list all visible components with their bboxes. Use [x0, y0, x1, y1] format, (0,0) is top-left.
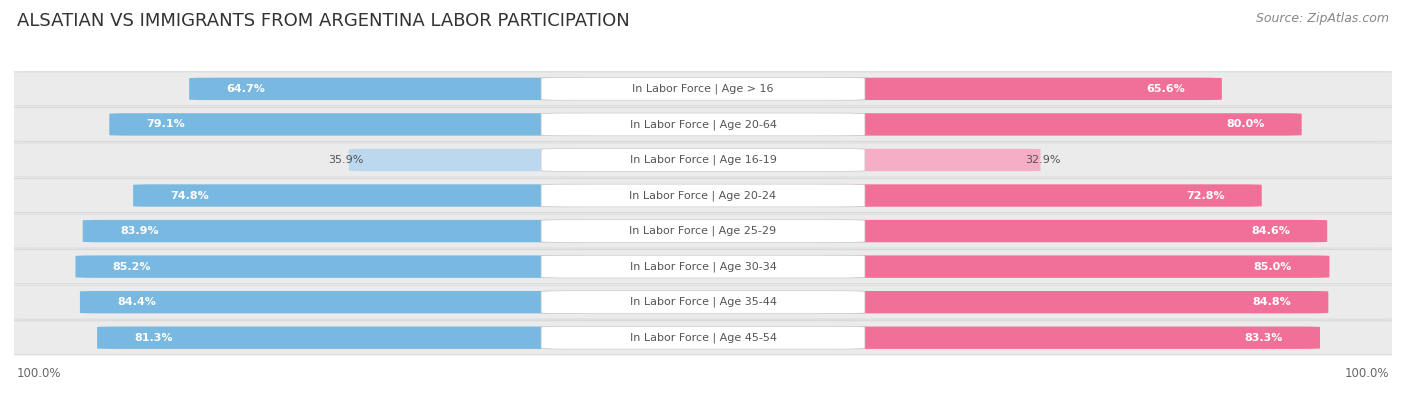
FancyBboxPatch shape: [817, 256, 1330, 278]
FancyBboxPatch shape: [541, 149, 865, 171]
FancyBboxPatch shape: [817, 113, 1302, 135]
FancyBboxPatch shape: [0, 250, 1406, 284]
Text: 79.1%: 79.1%: [146, 119, 186, 130]
Text: ALSATIAN VS IMMIGRANTS FROM ARGENTINA LABOR PARTICIPATION: ALSATIAN VS IMMIGRANTS FROM ARGENTINA LA…: [17, 12, 630, 30]
Text: 80.0%: 80.0%: [1226, 119, 1264, 130]
FancyBboxPatch shape: [541, 255, 865, 278]
Text: 64.7%: 64.7%: [226, 84, 266, 94]
FancyBboxPatch shape: [0, 72, 1406, 106]
FancyBboxPatch shape: [817, 184, 1261, 207]
Text: 65.6%: 65.6%: [1146, 84, 1185, 94]
FancyBboxPatch shape: [0, 107, 1406, 141]
Text: 72.8%: 72.8%: [1185, 190, 1225, 201]
Text: 81.3%: 81.3%: [135, 333, 173, 343]
FancyBboxPatch shape: [541, 326, 865, 349]
Text: In Labor Force | Age 20-64: In Labor Force | Age 20-64: [630, 119, 776, 130]
Text: 83.9%: 83.9%: [120, 226, 159, 236]
FancyBboxPatch shape: [83, 220, 589, 242]
FancyBboxPatch shape: [817, 78, 1222, 100]
FancyBboxPatch shape: [0, 285, 1406, 319]
FancyBboxPatch shape: [817, 220, 1327, 242]
Text: 100.0%: 100.0%: [17, 367, 62, 380]
FancyBboxPatch shape: [0, 143, 1406, 177]
Text: In Labor Force | Age 35-44: In Labor Force | Age 35-44: [630, 297, 776, 307]
Text: 84.6%: 84.6%: [1251, 226, 1289, 236]
FancyBboxPatch shape: [97, 327, 589, 349]
Text: 84.8%: 84.8%: [1253, 297, 1291, 307]
FancyBboxPatch shape: [190, 78, 589, 100]
Text: In Labor Force | Age 16-19: In Labor Force | Age 16-19: [630, 155, 776, 165]
FancyBboxPatch shape: [817, 291, 1329, 313]
Text: 35.9%: 35.9%: [329, 155, 364, 165]
Text: In Labor Force | Age > 16: In Labor Force | Age > 16: [633, 84, 773, 94]
Text: In Labor Force | Age 25-29: In Labor Force | Age 25-29: [630, 226, 776, 236]
FancyBboxPatch shape: [541, 77, 865, 100]
FancyBboxPatch shape: [541, 184, 865, 207]
Text: 84.4%: 84.4%: [117, 297, 156, 307]
FancyBboxPatch shape: [541, 291, 865, 314]
Text: In Labor Force | Age 45-54: In Labor Force | Age 45-54: [630, 333, 776, 343]
Text: 74.8%: 74.8%: [170, 190, 209, 201]
Text: 85.2%: 85.2%: [112, 261, 152, 272]
FancyBboxPatch shape: [134, 184, 589, 207]
FancyBboxPatch shape: [76, 256, 589, 278]
FancyBboxPatch shape: [349, 149, 589, 171]
Text: In Labor Force | Age 30-34: In Labor Force | Age 30-34: [630, 261, 776, 272]
FancyBboxPatch shape: [817, 149, 1040, 171]
Text: 32.9%: 32.9%: [1025, 155, 1060, 165]
FancyBboxPatch shape: [541, 220, 865, 243]
FancyBboxPatch shape: [0, 321, 1406, 355]
Text: In Labor Force | Age 20-24: In Labor Force | Age 20-24: [630, 190, 776, 201]
FancyBboxPatch shape: [817, 327, 1320, 349]
Text: Source: ZipAtlas.com: Source: ZipAtlas.com: [1256, 12, 1389, 25]
FancyBboxPatch shape: [110, 113, 589, 135]
Text: 100.0%: 100.0%: [1344, 367, 1389, 380]
FancyBboxPatch shape: [541, 113, 865, 136]
Text: 85.0%: 85.0%: [1254, 261, 1292, 272]
FancyBboxPatch shape: [0, 179, 1406, 213]
FancyBboxPatch shape: [80, 291, 589, 313]
Text: 83.3%: 83.3%: [1244, 333, 1282, 343]
FancyBboxPatch shape: [0, 214, 1406, 248]
